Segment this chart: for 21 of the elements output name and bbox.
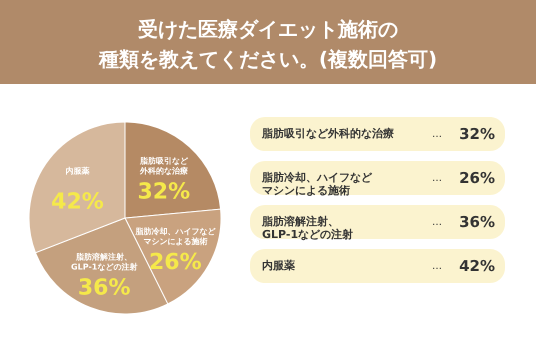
text: … bbox=[432, 129, 442, 140]
text: … bbox=[432, 173, 442, 184]
data-label: 32% bbox=[137, 179, 190, 204]
slice-label: 脂肪冷却、ハイフなどマシンによる施術 bbox=[134, 227, 216, 246]
text: 36% bbox=[459, 213, 495, 231]
text: … bbox=[432, 217, 442, 228]
category-label: 内服薬 bbox=[262, 259, 295, 272]
text: … bbox=[432, 261, 442, 272]
text: 32% bbox=[459, 125, 495, 143]
text: 42% bbox=[459, 257, 495, 275]
data-label: 26% bbox=[148, 250, 202, 276]
chart-title: 受けた医療ダイエット施術の種類を教えてください。(複数回答可) bbox=[98, 17, 438, 71]
slice-label: 脂肪吸引など外科的な治療 bbox=[138, 156, 189, 176]
text: 26% bbox=[459, 169, 495, 187]
data-label: 42% bbox=[51, 189, 104, 214]
data-label: 36% bbox=[78, 276, 131, 301]
slice-label: 脂肪溶解注射、GLP-1などの注射 bbox=[71, 252, 138, 272]
slice-label: 脂肪吸引など外科的な治療 bbox=[261, 127, 394, 140]
slice-label: 脂肪冷却、ハイフなどマシンによる施術 bbox=[261, 171, 373, 197]
category-label: 脂肪溶解注射、GLP-1などの注射 bbox=[262, 215, 354, 241]
slice-label: 内服薬 bbox=[65, 166, 90, 176]
